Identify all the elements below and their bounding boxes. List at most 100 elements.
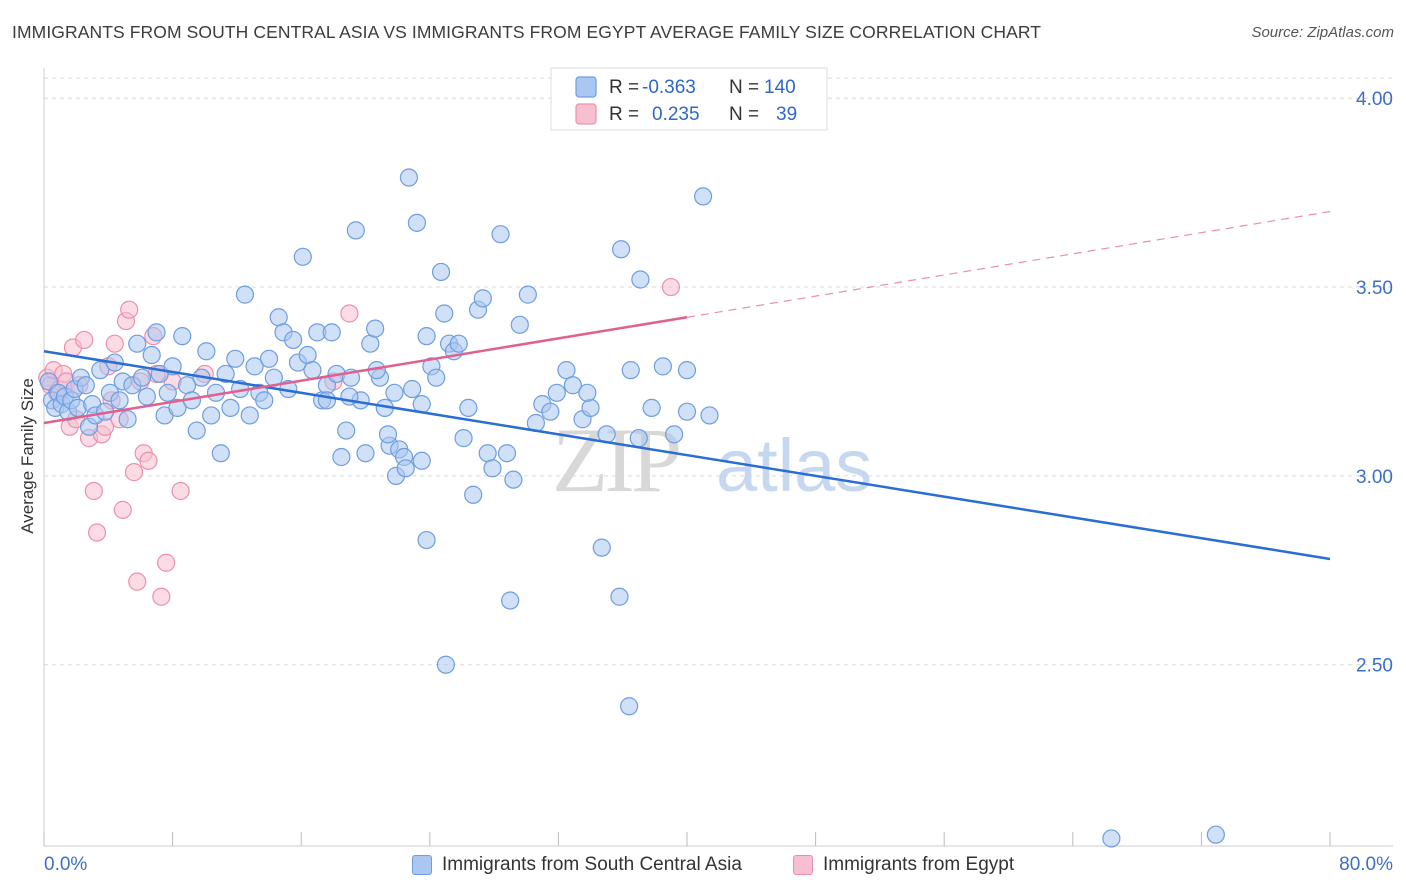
point-south-central-asia [557,361,576,380]
tick-labels: 2.50 3.00 3.50 4.00 [1356,89,1393,677]
point-south-central-asia [303,361,322,380]
watermark-zip: ZIP [552,409,679,511]
point-south-central-asia [317,391,337,410]
point-south-central-asia [298,345,317,365]
legend-box: R = -0.363 N = 140 R = 0.235 N = 39 [550,67,828,131]
point-south-central-asia [631,270,650,289]
point-south-central-asia [284,330,303,350]
point-south-central-asia [541,402,560,421]
legend-r-label-1: R = [609,77,639,98]
point-south-central-asia [118,410,137,429]
y-tick-label: 2.50 [1356,656,1393,677]
point-south-central-asia [187,421,206,440]
point-egypt [113,500,132,519]
point-south-central-asia [255,391,274,410]
point-egypt [105,334,124,353]
point-south-central-asia [412,451,431,470]
point-egypt [171,481,190,501]
point-south-central-asia [269,308,288,327]
y-axis-title: Average Family Size [18,378,37,534]
trend-lines [43,210,1331,561]
point-south-central-asia [147,323,166,342]
point-south-central-asia [459,398,478,418]
point-south-central-asia [1102,829,1121,848]
point-south-central-asia [403,379,422,399]
point-south-central-asia [361,334,380,353]
point-south-central-asia [677,402,697,421]
point-south-central-asia [356,444,375,463]
point-egypt [120,300,139,319]
bottom-legend-blue: Immigrants from South Central Asia [412,852,742,878]
point-south-central-asia [399,168,419,187]
point-south-central-asia [1206,825,1225,844]
point-south-central-asia [483,459,502,478]
point-south-central-asia [581,398,600,418]
bottom-legend-pink-label: Immigrants from Egypt [823,854,1015,875]
legend-r-value-2: 0.235 [652,104,700,125]
bottom-legend-pink-swatch [793,855,813,875]
chart-title: IMMIGRANTS FROM SOUTH CENTRAL ASIA VS IM… [12,22,1042,42]
point-south-central-asia [431,262,451,282]
point-south-central-asia [610,587,629,606]
point-south-central-asia [76,376,95,395]
point-south-central-asia [454,429,473,448]
trend-line-egypt [43,316,688,425]
point-south-central-asia [621,361,640,380]
point-south-central-asia [235,285,255,304]
point-south-central-asia [137,387,156,406]
point-south-central-asia [221,398,240,418]
point-south-central-asia [497,444,517,463]
point-south-central-asia [510,315,529,334]
trend-line-south-central-asia [43,350,1331,561]
point-south-central-asia [501,591,520,610]
bottom-legend-blue-label: Immigrants from South Central Asia [442,854,742,875]
point-egypt [661,277,681,297]
y-tick-label: 3.00 [1356,467,1393,488]
y-tick-label: 3.50 [1356,278,1393,299]
point-south-central-asia [473,289,492,308]
point-egypt [157,553,176,572]
point-south-central-asia [417,530,436,550]
y-tick-label: 4.00 [1356,89,1393,110]
point-south-central-asia [417,327,436,346]
bottom-legend-pink: Immigrants from Egypt [793,852,1014,878]
point-south-central-asia [504,470,523,489]
point-south-central-asia [677,361,697,380]
point-egypt [87,523,107,542]
point-egypt [128,572,147,591]
point-south-central-asia [436,655,455,674]
legend-n-label-1: N = [729,77,759,98]
point-south-central-asia [435,304,454,323]
point-south-central-asia [665,425,684,444]
point-south-central-asia [168,398,187,418]
point-south-central-asia [211,444,230,463]
point-south-central-asia [427,368,446,387]
point-egypt [124,463,144,482]
point-south-central-asia [128,334,147,353]
point-south-central-asia [332,447,351,467]
x-tick-label-start: 0.0% [44,854,87,875]
point-south-central-asia [547,383,566,402]
point-south-central-asia [293,247,312,266]
point-south-central-asia [91,361,110,380]
point-south-central-asia [378,425,398,444]
legend-r-label-2: R = [609,104,639,125]
point-egypt [152,587,171,606]
point-south-central-asia [693,187,713,206]
point-south-central-asia [449,334,468,353]
point-south-central-asia [158,383,177,402]
point-egypt [75,330,94,350]
point-south-central-asia [592,538,611,557]
point-south-central-asia [245,357,264,376]
point-south-central-asia [322,323,341,342]
point-south-central-asia [385,383,404,402]
x-tick-label-end: 80.0% [1339,854,1393,875]
watermark-atlas: atlas [716,424,872,507]
point-south-central-asia [620,697,639,716]
point-egypt [340,304,359,323]
point-egypt [84,481,103,501]
legend-pink-swatch [575,103,597,125]
point-south-central-asia [366,319,385,338]
point-south-central-asia [259,349,279,368]
source-label: Source: ZipAtlas.com [1251,24,1394,41]
